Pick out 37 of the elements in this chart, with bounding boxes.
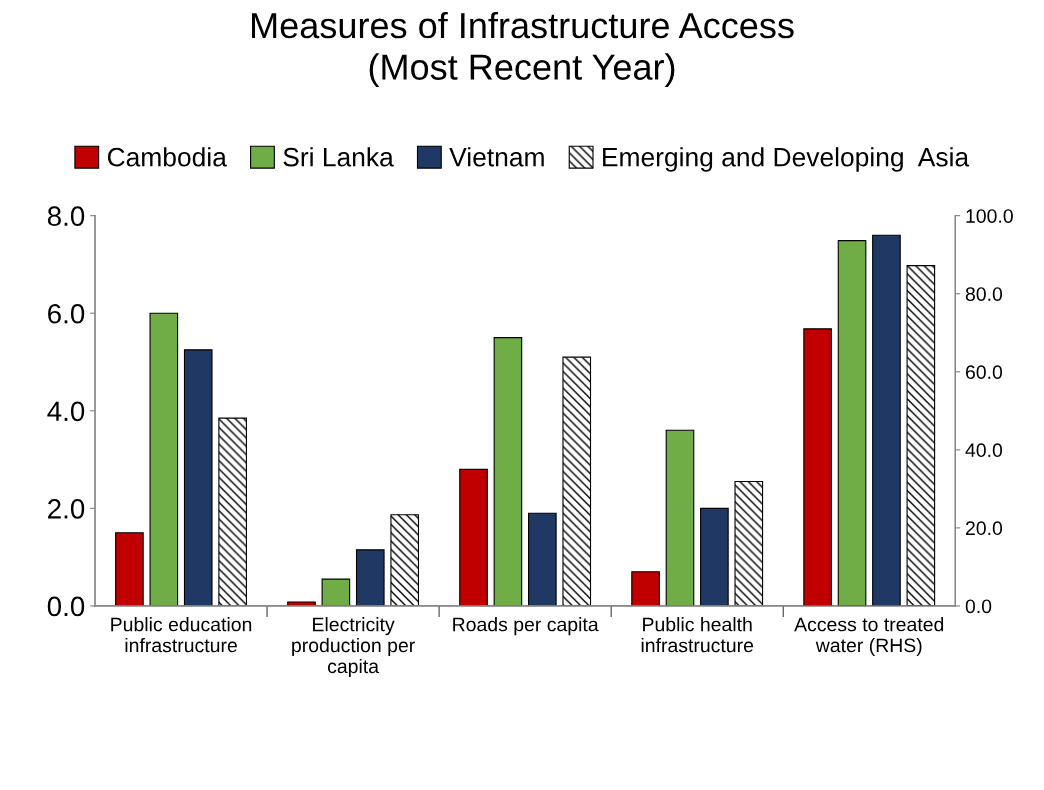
legend-label: Cambodia xyxy=(107,147,227,167)
bar xyxy=(665,429,695,606)
y-tick-label: 2.0 xyxy=(48,499,85,519)
legend-label: Sri Lanka xyxy=(283,147,394,167)
y2-tick-label: 40.0 xyxy=(965,443,1003,458)
x-tick-label: Public education infrastructure xyxy=(111,617,252,653)
y-tick-label: 6.0 xyxy=(48,303,85,324)
bar xyxy=(355,549,385,606)
bar xyxy=(631,571,660,606)
y2-tick-label: 20.0 xyxy=(965,521,1003,536)
bar xyxy=(115,532,144,606)
y-tick-label: 8.0 xyxy=(47,206,85,227)
bar xyxy=(183,349,213,606)
legend-label: Emerging and Developing Asia xyxy=(603,147,970,172)
chart-title: Measures of Infrastructure Access (Most Recent Year) xyxy=(252,11,794,88)
y2-tick-label: 80.0 xyxy=(965,287,1003,301)
bar xyxy=(149,312,179,606)
y-tick-label: 0.0 xyxy=(47,596,85,617)
bar xyxy=(390,514,420,606)
y2-tick-label: 0.0 xyxy=(965,599,992,614)
bar xyxy=(321,578,351,606)
bar xyxy=(287,601,316,606)
y2-tick-label: 60.0 xyxy=(965,365,1003,380)
x-tick-label: Electricity production per capita xyxy=(292,617,415,678)
bar xyxy=(734,480,764,606)
x-tick-label: Roads per capita xyxy=(453,617,599,636)
y-tick-label: 4.0 xyxy=(47,401,85,422)
y2-tick-label: 100.0 xyxy=(966,209,1013,223)
x-tick-label: Public health infrastructure xyxy=(641,617,754,653)
bar xyxy=(562,356,592,606)
bar xyxy=(700,507,729,606)
bar xyxy=(528,512,557,606)
x-tick-label: Access to treated water (RHS) xyxy=(794,617,944,657)
bar xyxy=(459,468,488,606)
legend-label: Vietnam xyxy=(449,147,544,167)
bar xyxy=(218,417,247,606)
bar xyxy=(493,337,523,606)
